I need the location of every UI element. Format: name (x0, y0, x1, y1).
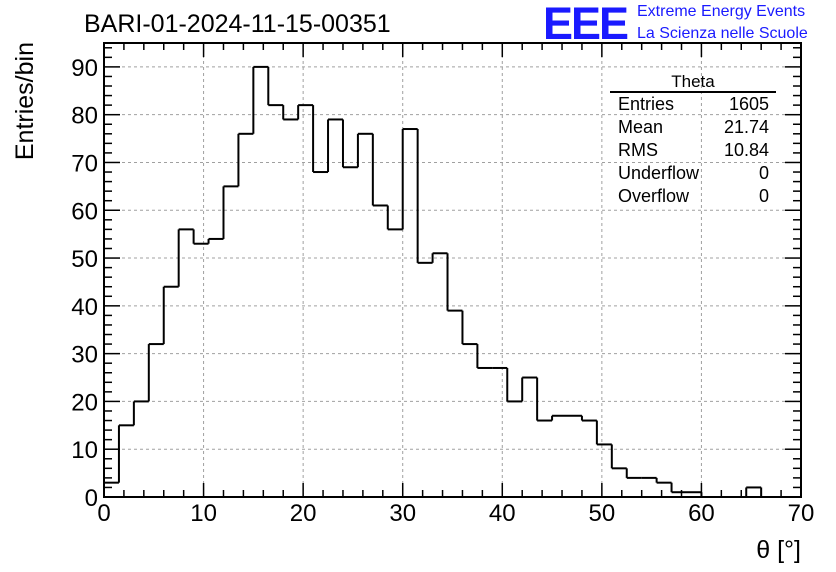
axes (103, 42, 802, 498)
y-tick-label: 80 (71, 103, 98, 130)
y-tick-label: 40 (71, 294, 98, 321)
x-tick-label: 40 (489, 500, 516, 527)
stats-box: Theta Entries 1605 Mean 21.74 RMS 10.84 … (610, 72, 776, 208)
plot-frame (103, 42, 802, 498)
y-tick-label: 60 (71, 198, 98, 225)
stats-row-rms: RMS 10.84 (610, 139, 776, 162)
x-tick-label: 10 (190, 500, 217, 527)
eee-logo-line2: La Scienza nelle Scuole (637, 25, 808, 42)
x-tick-label: 60 (688, 500, 715, 527)
tick-labels: 0 10 20 30 40 50 60 70 0 10 20 30 40 50 60 70 80 90 (71, 55, 814, 527)
y-tick-label: 10 (71, 437, 98, 464)
stats-row-mean: Mean 21.74 (610, 116, 776, 139)
stats-row-underflow: Underflow 0 (610, 162, 776, 185)
grid-lines (104, 43, 801, 497)
x-tick-label: 30 (389, 500, 416, 527)
stats-label: Entries (618, 94, 675, 114)
plot-title: BARI-01-2024-11-15-00351 (84, 10, 391, 38)
y-tick-label: 30 (71, 342, 98, 369)
x-tick-label: 0 (97, 500, 110, 527)
stats-row-overflow: Overflow 0 (610, 185, 776, 208)
eee-logo-line1: Extreme Energy Events (637, 3, 806, 20)
stats-row-entries: Entries 1605 (610, 93, 776, 116)
y-tick-label: 70 (71, 150, 98, 177)
stats-value: 0 (758, 186, 769, 206)
stats-value: 10.84 (723, 140, 769, 160)
tick-marks (103, 43, 802, 498)
x-tick-label: 50 (589, 500, 616, 527)
stats-title: Theta (610, 72, 776, 93)
x-axis-label: θ [°] (756, 536, 801, 564)
x-tick-label: 20 (290, 500, 317, 527)
y-axis-label: Entries/bin (11, 42, 39, 160)
y-tick-label: 20 (71, 389, 98, 416)
stats-label: Underflow (618, 163, 700, 183)
y-tick-label: 0 (85, 485, 98, 512)
stats-label: Overflow (618, 186, 690, 206)
y-tick-label: 50 (71, 246, 98, 273)
eee-logo: EEE (543, 0, 629, 49)
stats-value: 1605 (728, 94, 769, 114)
x-tick-label: 70 (788, 500, 815, 527)
stats-value: 21.74 (723, 117, 769, 137)
stats-label: RMS (618, 140, 658, 160)
y-tick-label: 90 (71, 55, 98, 82)
stats-label: Mean (618, 117, 664, 137)
stats-value: 0 (758, 163, 769, 183)
histogram-bars (103, 65, 763, 497)
